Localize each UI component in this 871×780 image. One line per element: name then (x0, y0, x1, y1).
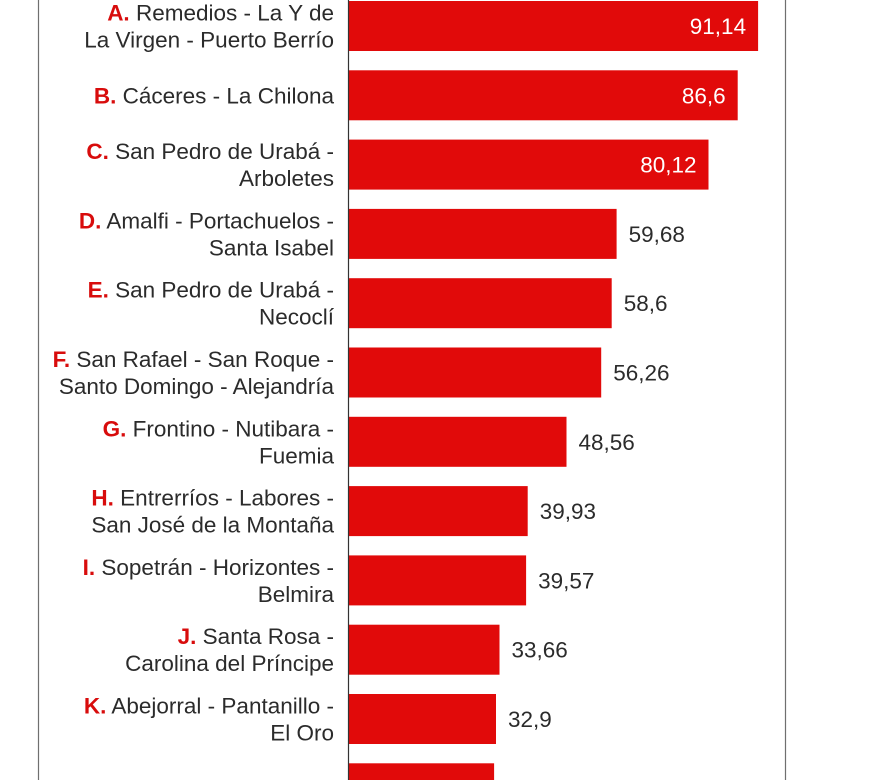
category-label-j-line-1: J. Santa Rosa - (178, 624, 334, 649)
bar-value-label-h: 39,93 (540, 499, 596, 524)
category-text-i-line-2: Belmira (258, 582, 335, 607)
category-letter-c: C. (86, 139, 109, 164)
bar-j (348, 624, 500, 675)
category-text-j-line-2: Carolina del Príncipe (125, 651, 334, 676)
bar-value-label-c: 80,12 (640, 153, 696, 178)
category-label-i-line-1: I. Sopetrán - Horizontes - (83, 555, 334, 580)
category-text-d-line-2: Santa Isabel (209, 235, 334, 260)
bar-value-label-k: 32,9 (508, 707, 552, 732)
bar-f (348, 347, 602, 398)
category-text-c-line-1: San Pedro de Urabá - (115, 139, 334, 164)
bar-value-label-j: 33,66 (512, 638, 568, 663)
category-letter-h: H. (91, 486, 114, 511)
category-text-g-line-1: Frontino - Nutibara - (133, 416, 334, 441)
category-label-f-line-1: F. San Rafael - San Roque - (53, 347, 334, 372)
bar-value-label-b: 86,6 (682, 83, 726, 108)
category-label-j-line-2: Carolina del Príncipe (125, 651, 334, 676)
category-label-e-line-1: E. San Pedro de Urabá - (88, 278, 334, 303)
category-label-h-line-1: H. Entrerríos - Labores - (91, 486, 334, 511)
category-text-f-line-1: San Rafael - San Roque - (76, 347, 334, 372)
bar-value-label-a: 91,14 (690, 14, 746, 39)
category-label-g-line-1: G. Frontino - Nutibara - (103, 416, 334, 441)
category-label-e-line-2: Necoclí (259, 305, 335, 330)
category-letter-a: A. (107, 1, 130, 26)
category-text-f-line-2: Santo Domingo - Alejandría (59, 374, 335, 399)
bars-layer (348, 1, 759, 780)
category-text-e-line-2: Necoclí (259, 305, 335, 330)
bar-value-label-g: 48,56 (579, 430, 635, 455)
bar-a (348, 1, 759, 51)
bar-h (348, 486, 528, 537)
bar-g (348, 416, 567, 467)
category-label-k-line-1: K. Abejorral - Pantanillo - (84, 694, 334, 719)
category-letter-j: J. (178, 624, 197, 649)
category-label-b-line-1: B. Cáceres - La Chilona (94, 83, 335, 108)
category-letter-l: L. (68, 776, 88, 780)
category-label-a-line-1: A. Remedios - La Y de (107, 1, 334, 26)
category-label-d-line-1: D. Amalfi - Portachuelos - (79, 208, 334, 233)
category-text-i-line-1: Sopetrán - Horizontes - (101, 555, 334, 580)
category-label-l-line-1: L. Abejorral - Ceiba Toledo (68, 776, 334, 780)
category-letter-i: I. (83, 555, 96, 580)
bar-value-label-i: 39,57 (538, 568, 594, 593)
category-text-g-line-2: Fuemia (259, 443, 335, 468)
category-letter-b: B. (94, 83, 117, 108)
bar-k (348, 694, 496, 744)
category-label-f-line-2: Santo Domingo - Alejandría (59, 374, 335, 399)
category-letter-e: E. (88, 278, 109, 303)
category-text-k-line-2: El Oro (270, 721, 334, 746)
bar-d (348, 208, 617, 259)
category-label-a-line-2: La Virgen - Puerto Berrío (84, 28, 334, 53)
category-label-i-line-2: Belmira (258, 582, 335, 607)
bar-value-label-f: 56,26 (613, 361, 669, 386)
bar-c (348, 139, 709, 190)
category-text-l-line-1: Abejorral - Ceiba Toledo (93, 776, 334, 780)
category-text-b-line-1: Cáceres - La Chilona (123, 83, 335, 108)
bar-value-label-e: 58,6 (624, 291, 668, 316)
category-text-a-line-2: La Virgen - Puerto Berrío (84, 28, 334, 53)
bar-value-label-d: 59,68 (629, 222, 685, 247)
category-label-d-line-2: Santa Isabel (209, 235, 334, 260)
category-text-h-line-2: San José de la Montaña (91, 513, 334, 538)
category-letter-g: G. (103, 416, 127, 441)
category-label-k-line-2: El Oro (270, 721, 334, 746)
category-label-g-line-2: Fuemia (259, 443, 335, 468)
category-text-e-line-1: San Pedro de Urabá - (115, 278, 334, 303)
category-text-c-line-2: Arboletes (239, 166, 334, 191)
category-text-k-line-1: Abejorral - Pantanillo - (111, 694, 334, 719)
category-text-j-line-1: Santa Rosa - (203, 624, 334, 649)
category-label-c-line-2: Arboletes (239, 166, 334, 191)
category-text-d-line-1: Amalfi - Portachuelos - (106, 208, 334, 233)
category-label-h-line-2: San José de la Montaña (91, 513, 334, 538)
bar-l (348, 763, 495, 780)
category-label-c-line-1: C. San Pedro de Urabá - (86, 139, 334, 164)
bar-e (348, 278, 612, 329)
bar-b (348, 70, 738, 121)
bar-i (348, 555, 527, 606)
bar-value-label-l: 32,47 (506, 776, 562, 780)
category-text-a-line-1: Remedios - La Y de (136, 1, 334, 26)
category-letter-k: K. (84, 694, 107, 719)
category-text-h-line-1: Entrerríos - Labores - (120, 486, 334, 511)
category-letter-f: F. (53, 347, 71, 372)
category-letter-d: D. (79, 208, 102, 233)
